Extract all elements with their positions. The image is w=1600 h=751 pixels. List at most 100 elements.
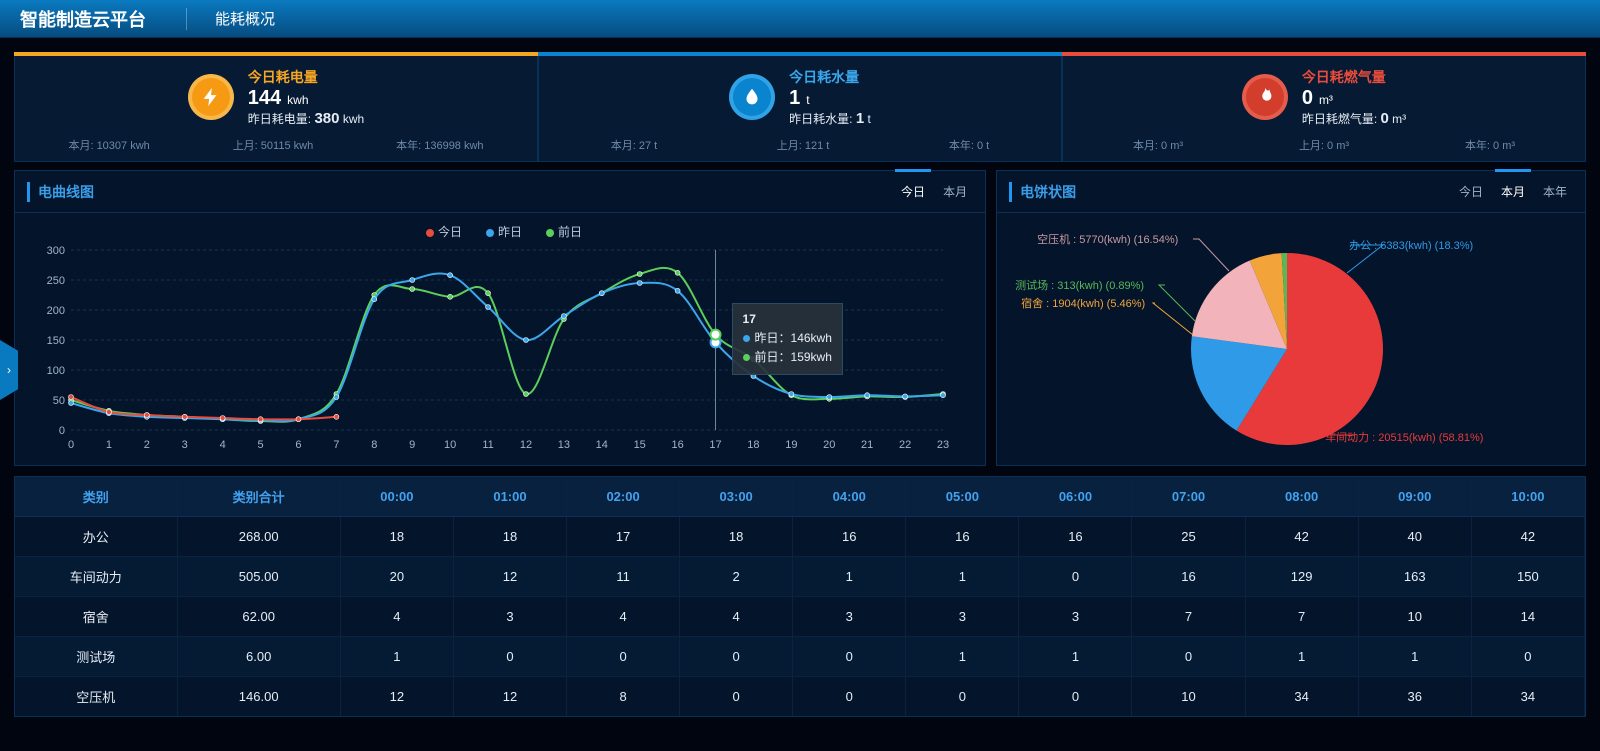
table-cell: 3 (793, 597, 906, 637)
topbar: 智能制造云平台 能耗概况 (0, 0, 1600, 38)
line-chart-tabs: 今日本月 (895, 179, 973, 204)
svg-text:300: 300 (47, 245, 65, 257)
svg-text:0: 0 (59, 425, 65, 437)
table-cell: 7 (1245, 597, 1358, 637)
table-cell: 42 (1471, 517, 1584, 557)
card-stat: 本月: 27 t (611, 137, 657, 153)
table-cell: 0 (680, 637, 793, 677)
flame-icon (1242, 74, 1288, 120)
svg-text:50: 50 (53, 395, 65, 407)
table-cell: 18 (340, 517, 453, 557)
table-cell: 11 (567, 557, 680, 597)
svg-text:5: 5 (258, 439, 264, 451)
card-stat: 上月: 50115 kwh (233, 137, 314, 153)
table-header-cell: 08:00 (1245, 477, 1358, 517)
table-cell: 14 (1471, 597, 1584, 637)
table-cell: 16 (906, 517, 1019, 557)
svg-text:1: 1 (106, 439, 112, 451)
table-header-cell: 10:00 (1471, 477, 1584, 517)
svg-text:22: 22 (899, 439, 911, 451)
table-cell: 0 (567, 637, 680, 677)
table-cell: 129 (1245, 557, 1358, 597)
table-cell: 36 (1358, 677, 1471, 717)
tab-本年[interactable]: 本年 (1537, 179, 1573, 204)
card-title: 今日耗燃气量 (1302, 67, 1406, 87)
svg-text:0: 0 (68, 439, 74, 451)
card-yesterday-value: 昨日耗电量: 380 kwh (248, 110, 364, 127)
table-cell: 1 (906, 557, 1019, 597)
card-stat: 本月: 0 m³ (1133, 137, 1183, 153)
tab-今日[interactable]: 今日 (1453, 179, 1489, 204)
svg-text:7: 7 (333, 439, 339, 451)
svg-text:21: 21 (861, 439, 873, 451)
card-yesterday-value: 昨日耗燃气量: 0 m³ (1302, 110, 1406, 127)
table-cell: 12 (453, 677, 566, 717)
table-cell: 0 (793, 637, 906, 677)
svg-text:18: 18 (747, 439, 759, 451)
table-cell: 34 (1245, 677, 1358, 717)
svg-text:23: 23 (937, 439, 949, 451)
mid-row: 电曲线图 今日本月 今日昨日前日 05010015020025030001234… (14, 170, 1586, 466)
card-stat: 本月: 10307 kwh (68, 137, 149, 153)
table-header-cell: 类别 (15, 477, 177, 517)
table-cell: 146.00 (177, 677, 340, 717)
table-cell: 12 (453, 557, 566, 597)
table-cell: 18 (680, 517, 793, 557)
svg-text:3: 3 (182, 439, 188, 451)
card-today-value: 144kwh (248, 87, 364, 110)
table-cell: 18 (453, 517, 566, 557)
table-cell: 车间动力 (15, 557, 177, 597)
table-cell: 6.00 (177, 637, 340, 677)
svg-text:100: 100 (47, 365, 65, 377)
table-header-cell: 00:00 (340, 477, 453, 517)
table-cell: 0 (1019, 677, 1132, 717)
table-cell: 1 (906, 637, 1019, 677)
tab-本月[interactable]: 本月 (937, 179, 973, 204)
table-header-cell: 09:00 (1358, 477, 1471, 517)
pie-label: 宿舍 : 1904(kwh) (5.46%) (1021, 295, 1145, 311)
table-cell: 3 (906, 597, 1019, 637)
svg-text:16: 16 (671, 439, 683, 451)
tab-本月[interactable]: 本月 (1495, 179, 1531, 204)
tab-今日[interactable]: 今日 (895, 179, 931, 204)
table-row: 宿舍62.004344333771014 (15, 597, 1585, 637)
svg-text:11: 11 (482, 439, 493, 451)
table-cell: 3 (453, 597, 566, 637)
brand-title: 智能制造云平台 (20, 6, 146, 32)
table-cell: 3 (1019, 597, 1132, 637)
table-body: 办公268.001818171816161625424042车间动力505.00… (15, 517, 1585, 717)
card-stat: 上月: 0 m³ (1299, 137, 1349, 153)
summary-cards: 今日耗电量 144kwh 昨日耗电量: 380 kwh 本月: 10307 kw… (14, 52, 1586, 162)
card-title: 今日耗电量 (248, 67, 364, 87)
drop-icon (729, 74, 775, 120)
table-cell: 1 (793, 557, 906, 597)
card-stat: 本年: 136998 kwh (396, 137, 483, 153)
svg-text:13: 13 (558, 439, 570, 451)
table-cell: 17 (567, 517, 680, 557)
table-cell: 42 (1245, 517, 1358, 557)
table-header-cell: 类别合计 (177, 477, 340, 517)
pie-chart-title: 电饼状图 (1009, 182, 1076, 202)
table-cell: 0 (1019, 557, 1132, 597)
svg-text:150: 150 (47, 335, 65, 347)
line-chart-title: 电曲线图 (27, 182, 94, 202)
table-cell: 空压机 (15, 677, 177, 717)
table-row: 测试场6.0010000110110 (15, 637, 1585, 677)
table-cell: 2 (680, 557, 793, 597)
pie-label: 空压机 : 5770(kwh) (16.54%) (1037, 231, 1178, 247)
table-cell: 8 (567, 677, 680, 717)
table-cell: 测试场 (15, 637, 177, 677)
line-chart-legend: 今日昨日前日 (33, 223, 967, 240)
table-cell: 办公 (15, 517, 177, 557)
table-cell: 268.00 (177, 517, 340, 557)
table-cell: 0 (793, 677, 906, 717)
table-header-cell: 05:00 (906, 477, 1019, 517)
table-cell: 505.00 (177, 557, 340, 597)
table-cell: 0 (906, 677, 1019, 717)
table-cell: 20 (340, 557, 453, 597)
table-cell: 34 (1471, 677, 1584, 717)
table-row: 办公268.001818171816161625424042 (15, 517, 1585, 557)
table-cell: 16 (1132, 557, 1245, 597)
svg-text:200: 200 (47, 305, 65, 317)
card-yesterday-value: 昨日耗水量: 1 t (789, 110, 871, 127)
